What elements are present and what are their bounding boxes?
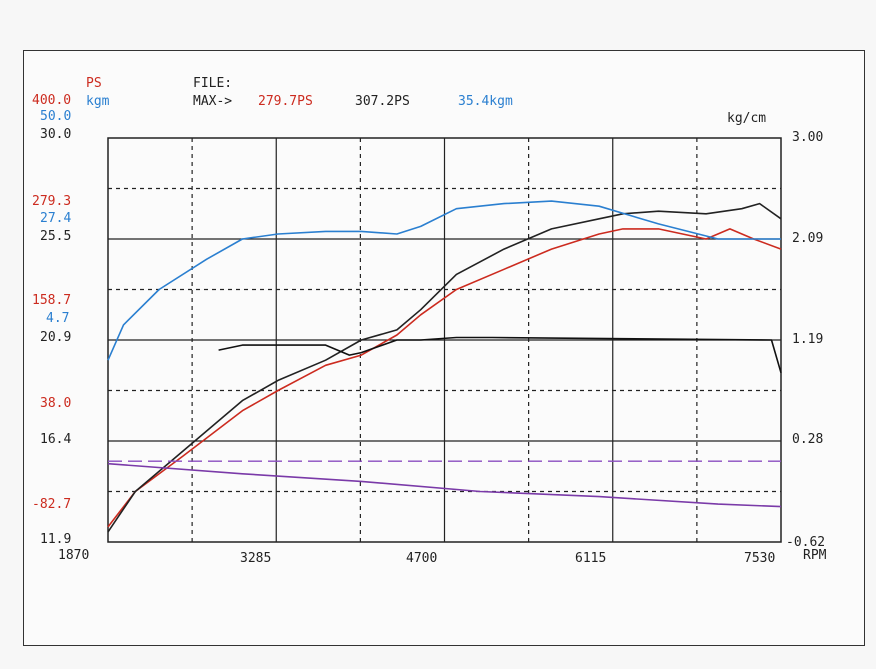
left-l4-kgm: 4.7 [46, 311, 70, 326]
right-tick-label: 3.00 [792, 130, 824, 145]
x-axis-unit: RPM [803, 548, 827, 563]
max-ps-run2: 307.2PS [355, 94, 410, 109]
x-tick-label: 3285 [240, 551, 272, 566]
ps-unit-label: PS [86, 76, 102, 91]
kgm-unit-label: kgm [86, 94, 110, 109]
series-line-boost-kg-cm [218, 336, 782, 374]
left-l2-af: 25.5 [40, 229, 72, 244]
max-ps-run1: 279.7PS [258, 94, 313, 109]
x-tick-label: 4700 [406, 551, 438, 566]
left-l4-ps: 158.7 [32, 293, 72, 308]
left-top-ps: 400.0 [32, 93, 72, 108]
max-label: MAX-> [193, 94, 233, 109]
left-l6-af: 16.4 [40, 432, 72, 447]
series-line-torque-kgm [107, 200, 781, 361]
left-top-af: 30.0 [40, 127, 72, 142]
left-l2-kgm: 27.4 [40, 211, 72, 226]
series-line-power-run-1-ps [107, 228, 782, 528]
left-l8-ps: -82.7 [32, 497, 72, 512]
series-line-a-f-purple [107, 462, 782, 508]
right-tick-label: -0.62 [786, 535, 826, 550]
right-tick-label: 0.28 [792, 432, 824, 447]
right-axis-unit: kg/cm [727, 111, 767, 126]
right-tick-label: 1.19 [792, 332, 824, 347]
left-l4-af: 20.9 [40, 330, 72, 345]
series-line-power-run-2-ps [107, 202, 782, 533]
left-top-kgm: 50.0 [40, 109, 72, 124]
right-tick-label: 2.09 [792, 231, 824, 246]
x-tick-label: 7530 [744, 551, 776, 566]
x-tick-label: 6115 [575, 551, 607, 566]
left-l6-ps: 38.0 [40, 396, 72, 411]
max-torque: 35.4kgm [458, 94, 513, 109]
left-l8-af: 11.9 [40, 532, 72, 547]
file-label: FILE: [193, 76, 233, 91]
x-tick-label: 1870 [58, 548, 90, 563]
left-l2-ps: 279.3 [32, 194, 72, 209]
